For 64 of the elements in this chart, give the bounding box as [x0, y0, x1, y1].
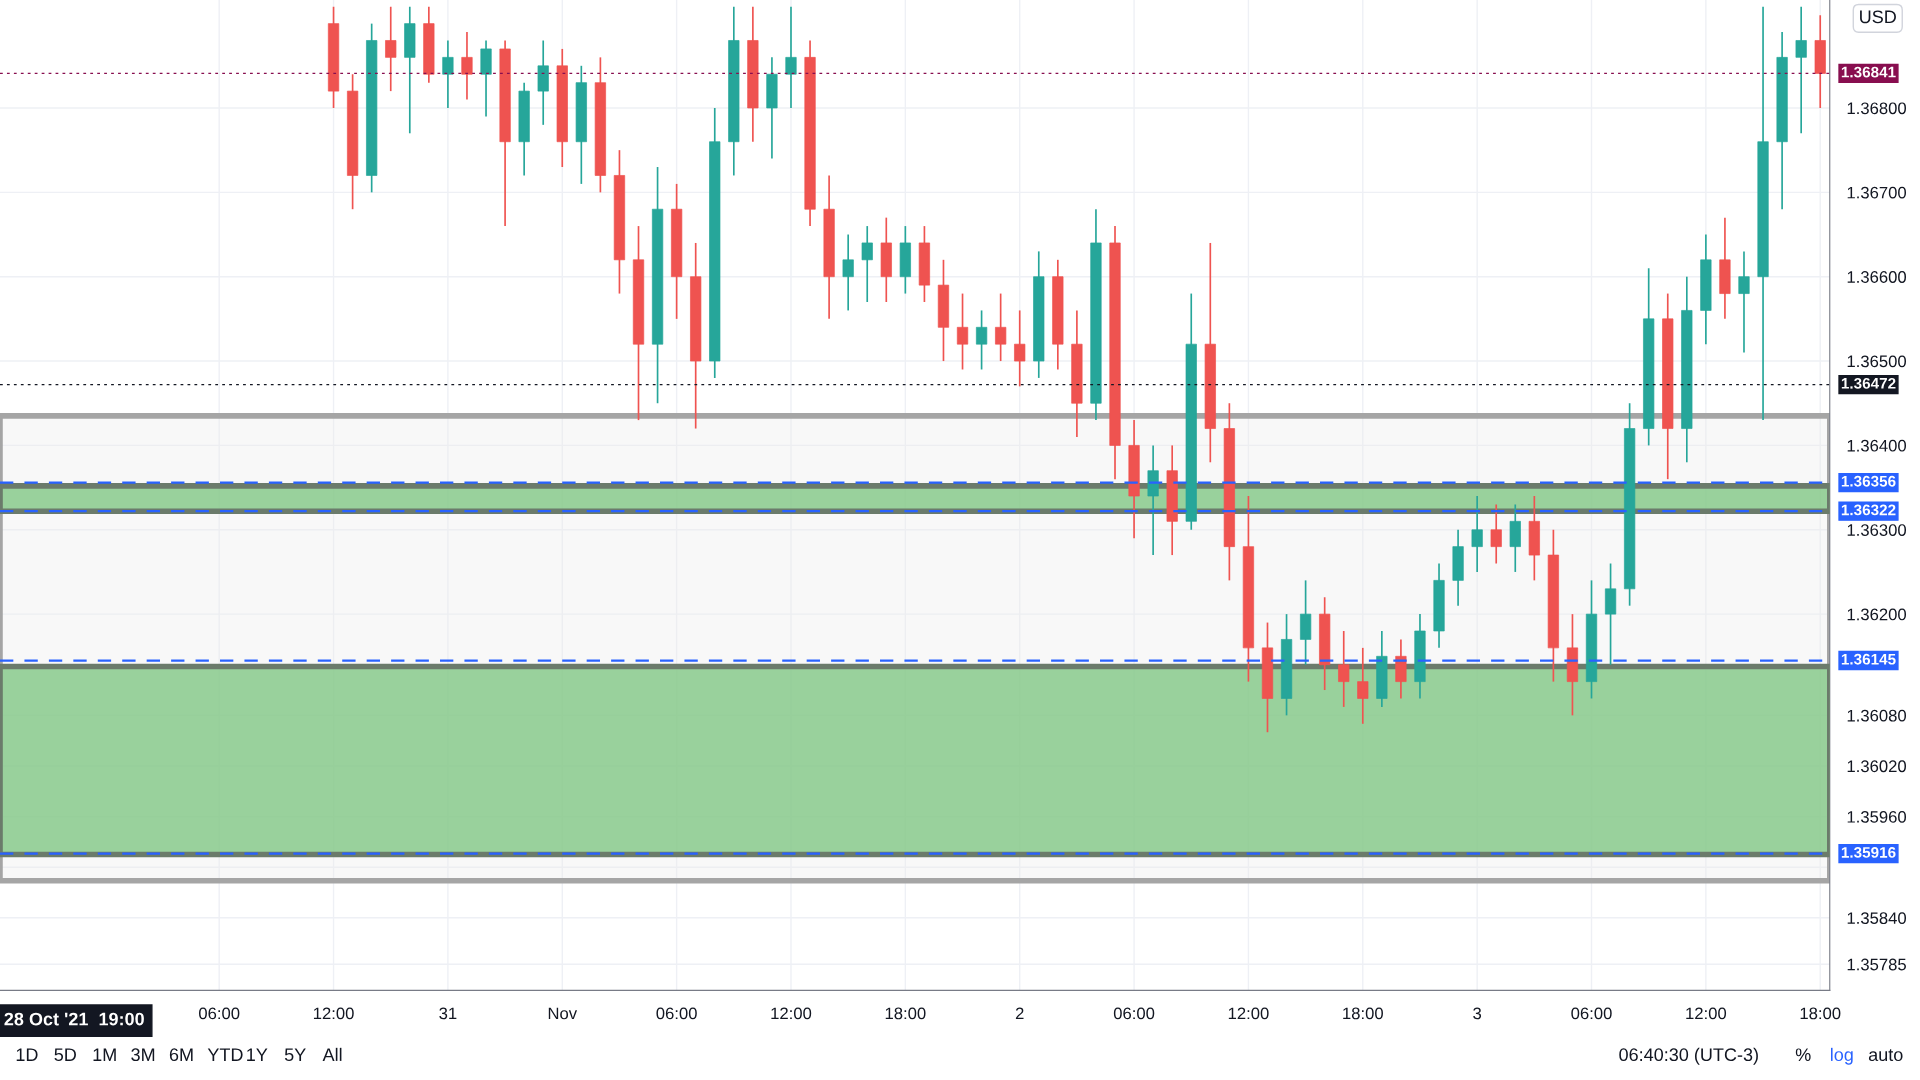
text: 5D — [54, 1048, 76, 1062]
text: 6M — [169, 1048, 193, 1062]
y-tick-label: 1.35960 — [1847, 810, 1907, 823]
ref-line-label: 1.35916 — [1841, 846, 1896, 858]
text: 1D — [16, 1048, 38, 1061]
x-tick-label: 12:00 — [1686, 1007, 1727, 1020]
x-tick-label: Nov — [548, 1007, 578, 1020]
x-tick-label: 18:00 — [1800, 1007, 1841, 1020]
candlestick — [442, 39, 454, 109]
candlestick — [1738, 250, 1750, 354]
x-tick-label: 12:00 — [313, 1007, 354, 1020]
x-tick-label: 12:00 — [771, 1007, 812, 1020]
candlestick — [1014, 309, 1026, 388]
ref-line-label: 1.36145 — [1841, 653, 1896, 665]
text: 28 Oct '21 19:00 — [4, 1012, 144, 1026]
candlestick — [461, 31, 473, 101]
x-tick-label: 18:00 — [1343, 1007, 1383, 1020]
text: % — [1795, 1048, 1811, 1062]
candlestick — [995, 292, 1007, 362]
x-tick-label: 3 — [1473, 1007, 1482, 1020]
x-tick-label: 06:00 — [1113, 1007, 1155, 1020]
x-tick-label: 31 — [439, 1007, 457, 1020]
candlestick — [1357, 647, 1369, 725]
y-tick-label: 1.36700 — [1847, 186, 1907, 199]
ref-line-label: 1.36472 — [1841, 377, 1896, 389]
y-tick-label: 1.36200 — [1847, 608, 1907, 621]
text: 5Y — [284, 1048, 306, 1062]
candlestick — [956, 292, 969, 371]
y-tick-label: 1.36500 — [1847, 355, 1907, 368]
y-tick-label: 1.36300 — [1847, 524, 1907, 536]
candlestick — [842, 233, 854, 312]
x-tick-label: 18:00 — [885, 1007, 926, 1020]
candlestick — [861, 225, 873, 303]
text: auto — [1868, 1049, 1903, 1062]
candlestick — [1795, 5, 1807, 135]
text: All — [322, 1047, 342, 1061]
y-tick-label: 1.36800 — [1847, 102, 1907, 115]
x-tick-label: 12:00 — [1228, 1007, 1269, 1020]
text: USD — [1860, 10, 1896, 24]
y-tick-label: 1.36600 — [1847, 271, 1907, 283]
x-tick-label: 06:00 — [1571, 1007, 1612, 1020]
text: 1M — [93, 1048, 116, 1061]
x-tick-label: 06:00 — [198, 1007, 240, 1020]
y-tick-label: 1.35785 — [1847, 958, 1906, 971]
text: 1Y — [247, 1048, 268, 1061]
candlestick — [385, 5, 397, 92]
ref-line-label: 1.36322 — [1841, 504, 1896, 516]
candlestick — [785, 5, 797, 109]
candlestick — [1490, 503, 1502, 565]
y-tick-label: 1.36020 — [1847, 760, 1907, 773]
candlestick — [976, 309, 988, 371]
y-tick-label: 1.36080 — [1847, 709, 1907, 722]
y-tick-label: 1.35840 — [1847, 912, 1907, 925]
candlestick — [1471, 495, 1483, 573]
y-tick-label: 1.36400 — [1847, 439, 1907, 452]
ref-line-label: 1.36356 — [1841, 475, 1896, 487]
text: 3M — [131, 1048, 155, 1062]
text: 06:40:30 (UTC-3) — [1619, 1047, 1758, 1065]
text: log — [1830, 1047, 1853, 1065]
text: YTD — [207, 1048, 243, 1061]
candlestick — [1338, 630, 1350, 708]
x-tick-label: 2 — [1015, 1007, 1024, 1020]
x-tick-label: 06:00 — [656, 1007, 697, 1020]
ref-line-label: 1.36841 — [1841, 66, 1896, 78]
